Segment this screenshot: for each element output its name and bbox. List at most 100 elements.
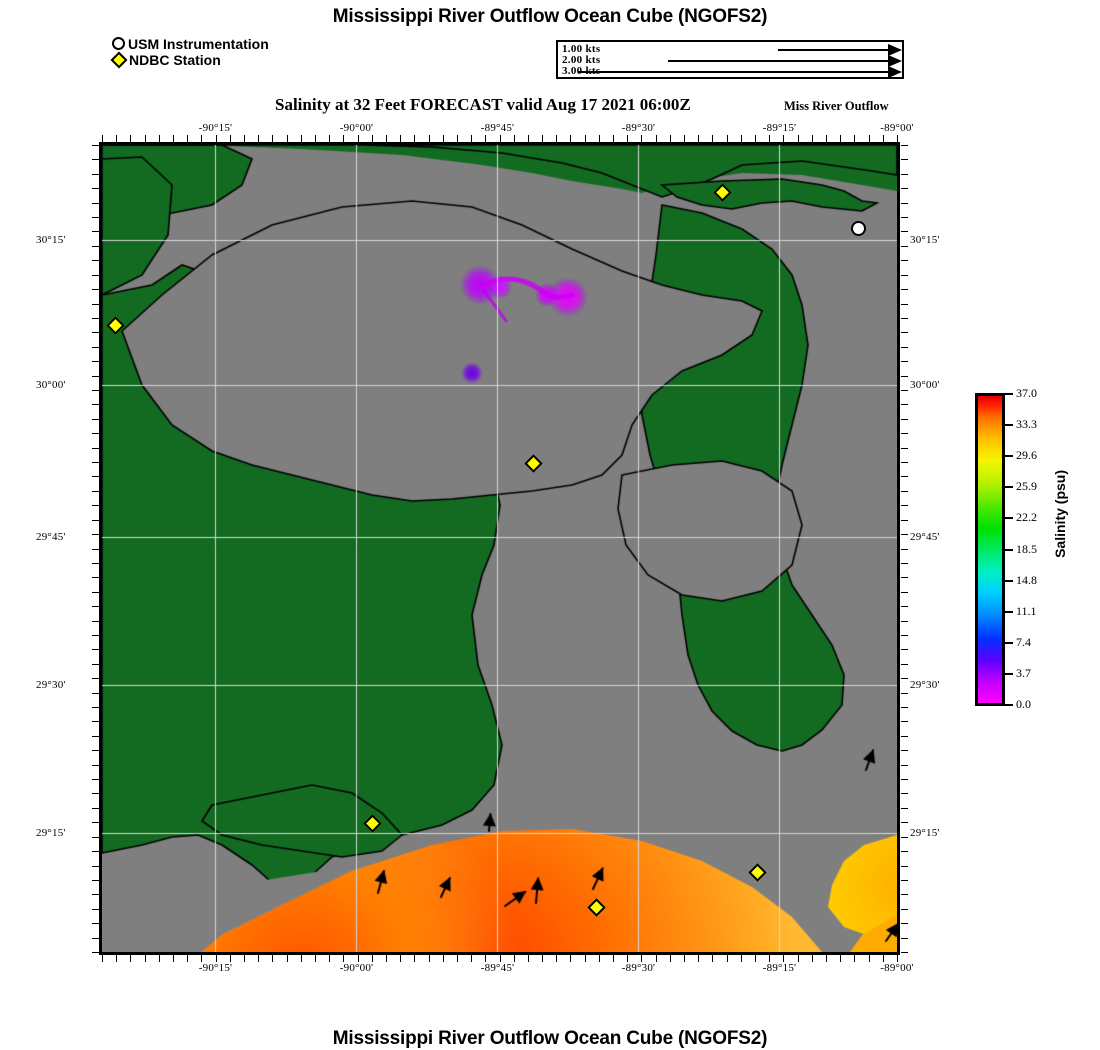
axis-tick <box>92 793 99 795</box>
axis-tick <box>901 807 908 809</box>
axis-tick <box>901 274 908 276</box>
axis-tick <box>901 361 908 363</box>
axis-tick <box>92 404 99 406</box>
vector-scale-row-1: 1.00 kts <box>558 43 902 57</box>
colorbar-tick <box>1005 517 1013 520</box>
axis-tick <box>901 879 908 881</box>
colorbar-title: Salinity (psu) <box>1052 470 1068 558</box>
axis-tick <box>243 135 245 142</box>
axis-tick <box>329 955 331 962</box>
axis-tick <box>655 135 657 142</box>
axis-tick <box>811 955 813 962</box>
y-axis-tick-label: 30°15' <box>910 233 940 246</box>
x-axis-tick-label: -90°00' <box>339 122 374 134</box>
axis-tick <box>92 908 99 910</box>
usm-instrumentation-marker[interactable] <box>850 220 866 236</box>
axis-tick <box>901 548 908 550</box>
axis-tick <box>172 955 174 962</box>
axis-tick <box>92 361 99 363</box>
axis-tick <box>343 955 345 962</box>
axis-tick <box>669 135 671 142</box>
axis-tick <box>882 135 884 142</box>
axis-tick <box>92 606 99 608</box>
x-axis-tick-label: -89°15' <box>762 962 797 974</box>
axis-tick <box>797 955 799 962</box>
axis-tick <box>584 135 586 142</box>
axis-tick <box>726 955 728 962</box>
axis-tick <box>499 955 501 962</box>
axis-tick <box>485 955 487 962</box>
axis-tick <box>92 678 99 680</box>
axis-tick <box>901 908 908 910</box>
colorbar-tick <box>1005 393 1013 395</box>
axis-tick <box>92 245 99 247</box>
legend-label-usm: USM Instrumentation <box>128 35 269 52</box>
axis-tick <box>92 634 99 636</box>
axis-tick <box>92 462 99 464</box>
axis-tick <box>92 822 99 824</box>
axis-tick <box>314 955 316 962</box>
axis-tick <box>130 135 132 142</box>
colorbar-tick-label: 0.0 <box>1016 697 1031 711</box>
colorbar-tick <box>1005 704 1013 706</box>
axis-tick <box>286 955 288 962</box>
axis-tick <box>882 955 884 962</box>
axis-tick <box>258 135 260 142</box>
vector-shaft-icon <box>578 71 888 73</box>
axis-tick <box>144 955 146 962</box>
axis-tick <box>92 433 99 435</box>
axis-tick <box>471 135 473 142</box>
colorbar-tick-label: 25.9 <box>1016 479 1037 494</box>
axis-tick <box>901 217 908 219</box>
x-axis-tick-label: -89°45' <box>480 962 515 974</box>
y-axis-tick-label: 29°45' <box>910 530 940 543</box>
axis-tick <box>901 952 908 953</box>
colorbar-tick-label: 22.2 <box>1016 510 1037 525</box>
axis-tick <box>641 955 643 962</box>
y-axis-tick-label: 29°15' <box>910 826 940 839</box>
axis-tick <box>542 955 544 962</box>
axis-tick <box>272 135 274 142</box>
x-axis-tick-label: -90°00' <box>339 962 374 974</box>
axis-tick <box>92 865 99 867</box>
diamond-marker-icon <box>110 51 128 68</box>
axis-tick <box>92 721 99 723</box>
axis-tick <box>901 159 908 161</box>
legend-item-usm: USM Instrumentation <box>112 36 269 51</box>
axis-tick <box>613 135 615 142</box>
axis-tick <box>102 135 103 142</box>
axis-tick <box>556 955 558 962</box>
axis-tick <box>556 135 558 142</box>
axis-tick <box>901 188 908 190</box>
x-axis-tick-label: -90°15' <box>198 122 233 134</box>
axis-tick <box>901 490 908 492</box>
map-plot-area[interactable] <box>99 142 900 955</box>
axis-tick <box>130 955 132 962</box>
axis-tick <box>92 505 99 507</box>
page-title-bottom: Mississippi River Outflow Ocean Cube (NG… <box>332 1028 768 1049</box>
y-axis-tick-label: 29°30' <box>36 678 66 691</box>
axis-tick <box>215 135 217 142</box>
vector-scale-row-2: 2.00 kts <box>558 54 902 68</box>
axis-tick <box>92 476 99 478</box>
axis-tick <box>92 202 99 204</box>
axis-tick <box>92 750 99 752</box>
axis-tick <box>901 389 908 391</box>
colorbar-tick <box>1005 486 1013 489</box>
axis-tick <box>92 332 99 334</box>
axis-tick <box>92 260 99 262</box>
axis-tick <box>712 955 714 962</box>
axis-tick <box>92 534 99 536</box>
axis-tick <box>598 955 600 962</box>
axis-tick <box>92 418 99 420</box>
y-axis-tick-label: 29°30' <box>910 678 940 691</box>
axis-tick <box>92 764 99 766</box>
axis-tick <box>414 955 416 962</box>
axis-tick <box>428 135 430 142</box>
axis-tick <box>684 135 686 142</box>
axis-tick <box>92 663 99 665</box>
axis-tick <box>499 135 501 142</box>
axis-tick <box>897 135 898 142</box>
axis-tick <box>201 135 203 142</box>
colorbar-tick-label: 11.1 <box>1016 603 1037 618</box>
